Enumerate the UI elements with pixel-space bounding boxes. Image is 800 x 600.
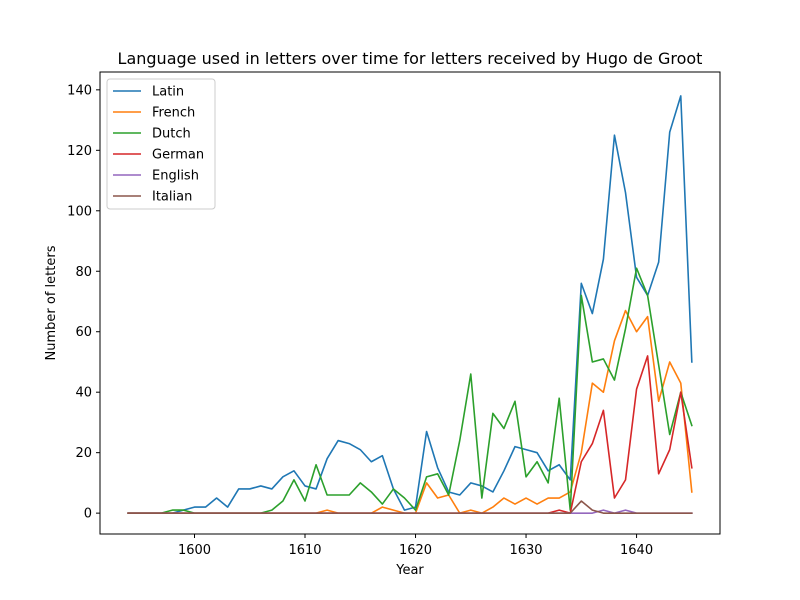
y-tick-label: 0 — [84, 507, 92, 522]
y-tick-label: 60 — [75, 325, 92, 340]
x-tick-label: 1620 — [399, 543, 432, 558]
legend-label-english: English — [152, 169, 199, 184]
y-tick-label: 100 — [67, 204, 92, 219]
axis-ticks: 1600 1610 1620 1630 1640 0 20 40 60 80 100 120 140 — [67, 83, 653, 558]
series-line-latin — [127, 95, 693, 514]
y-tick-label: 20 — [75, 446, 92, 461]
y-axis-label: Number of letters — [44, 245, 59, 360]
y-tick-label: 140 — [67, 83, 92, 98]
chart-title: Language used in letters over time for l… — [118, 49, 703, 68]
x-tick-label: 1600 — [178, 543, 211, 558]
x-tick-label: 1640 — [620, 543, 653, 558]
x-axis-label: Year — [395, 563, 424, 578]
x-tick-label: 1610 — [288, 543, 321, 558]
legend-label-italian: Italian — [152, 190, 192, 205]
legend-label-german: German — [152, 148, 204, 163]
legend-label-french: French — [152, 106, 195, 121]
y-tick-label: 80 — [75, 265, 92, 280]
legend: Latin French Dutch German English Italian — [106, 78, 216, 210]
legend-label-latin: Latin — [152, 85, 184, 100]
series-line-italian — [127, 500, 693, 514]
axes-frame — [99, 71, 721, 535]
plot-area — [127, 95, 693, 514]
y-tick-label: 40 — [75, 386, 92, 401]
legend-label-dutch: Dutch — [152, 127, 191, 142]
y-tick-label: 120 — [67, 144, 92, 159]
x-tick-label: 1630 — [509, 543, 542, 558]
